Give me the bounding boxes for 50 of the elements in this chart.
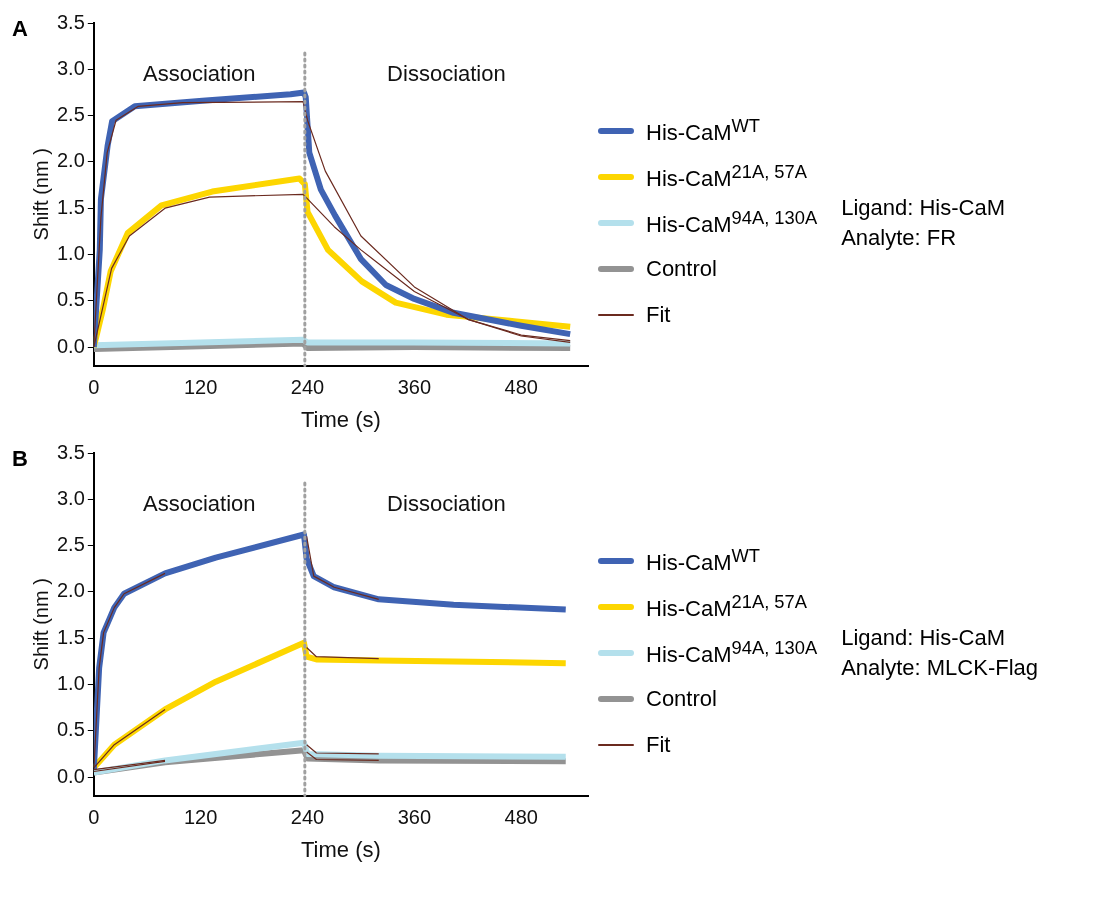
y-tick-label: 3.0 [56, 486, 85, 509]
chart-title: B [12, 446, 28, 471]
legend-label: Fit [646, 302, 671, 328]
x-tick-label: 0 [88, 376, 100, 399]
x-tick-label: 360 [397, 806, 432, 829]
chart-title: A [12, 16, 28, 41]
x-tick-label: 360 [397, 376, 432, 399]
annotation: Dissociation [387, 491, 506, 517]
text: Ligand: His-CaM [841, 194, 1006, 222]
y-tick-label: 1.0 [56, 672, 85, 694]
y-tick-label: 1.5 [56, 195, 85, 218]
y-tick-label: 0.0 [56, 764, 85, 787]
x-tick-label: 480 [504, 806, 538, 829]
x-tick-label: 120 [183, 806, 218, 829]
y-tick-label: 3.0 [56, 56, 85, 79]
legend-label: His-CaM$^{WT}$ [646, 545, 761, 577]
annotation: Association [143, 61, 256, 87]
y-tick-label: 2.0 [56, 579, 85, 602]
y-tick-label: 3.5 [56, 10, 85, 33]
y-tick-label: 2.0 [56, 149, 85, 172]
y-tick-label: 1.0 [56, 242, 85, 264]
y-axis-title: Shift (nm ) [29, 578, 52, 671]
x-axis-title: Time (s) [300, 836, 381, 862]
text: Ligand: His-CaM [841, 624, 1006, 652]
legend-label: His-CaM$^{21A, 57A}$ [646, 161, 807, 193]
y-tick-label: 0.0 [56, 334, 85, 357]
legend-label: His-CaM$^{21A, 57A}$ [646, 591, 807, 623]
y-tick-label: 1.5 [56, 625, 85, 648]
x-tick-label: 240 [290, 806, 325, 829]
x-tick-label: 0 [88, 806, 100, 829]
legend-label: Control [646, 256, 717, 282]
legend-label: His-CaM$^{94A, 130A}$ [646, 637, 818, 669]
legend-label: Fit [646, 732, 671, 758]
x-tick-label: 480 [504, 376, 538, 399]
y-tick-label: 2.5 [56, 533, 85, 556]
y-tick-label: 2.5 [56, 103, 85, 126]
y-axis-title: Shift (nm ) [29, 148, 52, 241]
x-tick-label: 120 [183, 376, 218, 399]
y-tick-label: 3.5 [56, 440, 85, 463]
text: Analyte: MLCK-Flag [841, 654, 1039, 682]
text: Analyte: FR [841, 224, 958, 252]
y-tick-label: 0.5 [56, 288, 85, 311]
legend-label: His-CaM$^{WT}$ [646, 115, 761, 147]
x-tick-label: 240 [290, 376, 325, 399]
annotation: Association [143, 491, 256, 517]
legend-label: His-CaM$^{94A, 130A}$ [646, 207, 818, 239]
legend-label: Control [646, 686, 717, 712]
y-tick-label: 0.5 [56, 718, 85, 741]
x-axis-title: Time (s) [300, 406, 381, 432]
annotation: Dissociation [387, 61, 506, 87]
